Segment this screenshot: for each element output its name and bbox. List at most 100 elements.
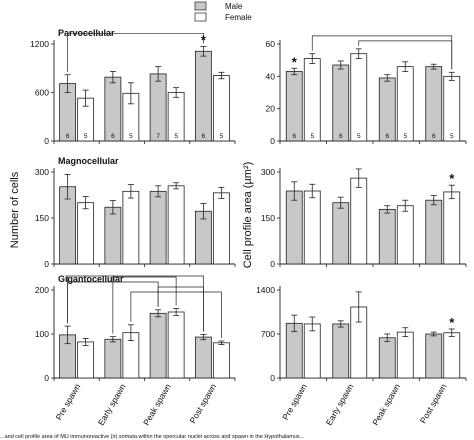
category-label: Pre spawn: [54, 382, 83, 422]
category-label: Peak spawn: [141, 382, 173, 427]
bar-female-1: [77, 341, 95, 379]
bar-male-3: [149, 312, 167, 379]
sample-size-label: 5: [174, 133, 178, 140]
sample-size-label: 6: [339, 133, 343, 140]
y-tick-label: 1400: [256, 285, 275, 295]
chart-left-middle: 0 150 300 Magnocellular: [35, 156, 236, 269]
legend-swatch-female: [194, 12, 207, 22]
y-tick-label: 700: [261, 329, 275, 339]
chart-right-bottom: 0 700 1400 * Pre spawn Early spawn Peak spawn P…: [256, 285, 467, 427]
bar-male-4: [425, 66, 443, 142]
panel-title: Parvocellular: [58, 28, 115, 38]
chart-left-bottom: 0 100 200 Gigantocellular Pre spawn Early spa…: [35, 274, 236, 427]
bar-male-2: [332, 323, 350, 379]
legend-label-male: Male: [225, 2, 243, 11]
y-tick-label: 40: [266, 71, 276, 81]
sample-size-label: 5: [84, 133, 88, 140]
y-tick-label: 0: [44, 136, 49, 146]
bar-female-4: [443, 75, 461, 142]
y-tick-label: 0: [270, 259, 275, 269]
sample-size-label: 6: [111, 133, 115, 140]
category-label: Pre spawn: [280, 382, 309, 422]
sample-size-label: 5: [310, 133, 314, 140]
bar-female-1: [303, 190, 321, 265]
bar-female-1: [77, 202, 95, 265]
bar-female-2: [122, 190, 140, 265]
sample-size-label: 6: [385, 133, 389, 140]
bar-female-1: [303, 58, 321, 142]
y-tick-label: 150: [35, 213, 49, 223]
sample-size-label: 6: [432, 133, 436, 140]
chart-left-top: 0 600 1200 Parvocellular 6 6 7 6 5 5 5 5 *: [30, 28, 236, 146]
bar-male-2: [104, 206, 122, 265]
figure-caption: ...and cell profile area of MU immunorea…: [0, 434, 305, 440]
bar-female-3: [167, 185, 185, 265]
y-tick-label: 0: [270, 373, 275, 383]
bar-male-4: [425, 333, 443, 379]
category-label: Post spawn: [187, 382, 218, 425]
significance-bracket: [358, 40, 453, 70]
bar-female-4: [212, 192, 230, 265]
bar-male-2: [104, 338, 122, 379]
bar-male-3: [149, 190, 167, 265]
legend-swatch-male: [194, 1, 207, 11]
bar-female-2: [350, 177, 368, 265]
bar-male-3: [378, 209, 396, 265]
bar-female-4: [212, 342, 230, 379]
sample-size-label: 5: [129, 133, 133, 140]
significance-bracket: [67, 33, 204, 72]
y-axis-label-left: Number of cells: [9, 171, 21, 248]
y-tick-label: 150: [261, 213, 275, 223]
bar-female-3: [396, 66, 414, 142]
y-tick-label: 300: [261, 167, 275, 177]
y-tick-label: 600: [35, 88, 49, 98]
y-axis-label-right: Cell profile area (µm²): [242, 162, 254, 269]
bar-female-4: [443, 191, 461, 265]
panel-title: Magnocellular: [58, 156, 119, 166]
bar-male-2: [104, 76, 122, 142]
sample-size-label: 7: [156, 133, 160, 140]
significance-star: *: [292, 54, 298, 69]
chart-right-top: 0 20 40 60 6 6 6 6 5 5 5 5 *: [266, 35, 467, 146]
sample-size-label: 5: [403, 133, 407, 140]
sample-size-label: 5: [357, 133, 361, 140]
bar-male-3: [378, 77, 396, 142]
panel-title: Gigantocellular: [58, 274, 124, 284]
bar-female-4: [443, 332, 461, 379]
bar-male-2: [332, 64, 350, 142]
sample-size-label: 5: [450, 133, 454, 140]
y-tick-label: 1200: [30, 39, 49, 49]
bar-male-1: [285, 190, 303, 265]
significance-bracket: [112, 276, 177, 334]
bar-female-3: [396, 205, 414, 265]
bar-male-1: [285, 71, 303, 142]
significance-bracket: [157, 286, 204, 332]
y-tick-label: 60: [266, 39, 276, 49]
category-label: Early spawn: [324, 382, 356, 427]
significance-star: *: [449, 315, 455, 330]
bar-male-3: [378, 337, 396, 379]
y-tick-label: 0: [44, 373, 49, 383]
bar-female-3: [396, 331, 414, 379]
y-tick-label: 0: [270, 136, 275, 146]
bar-male-2: [332, 202, 350, 265]
significance-star: *: [449, 171, 455, 186]
bar-male-3: [149, 73, 167, 142]
bar-female-2: [350, 53, 368, 142]
category-label: Early spawn: [96, 382, 128, 427]
y-tick-label: 200: [35, 285, 49, 295]
bar-female-3: [167, 311, 185, 379]
category-label: Post spawn: [418, 382, 449, 425]
sample-size-label: 6: [292, 133, 296, 140]
chart-right-middle: 0 150 300 *: [261, 167, 467, 269]
bar-male-4: [194, 336, 212, 379]
y-tick-label: 0: [44, 259, 49, 269]
bar-female-4: [212, 75, 230, 142]
sample-size-label: 5: [220, 133, 224, 140]
legend-label-female: Female: [225, 13, 252, 22]
y-tick-label: 100: [35, 329, 49, 339]
bar-male-4: [425, 199, 443, 265]
significance-star: *: [201, 32, 207, 47]
